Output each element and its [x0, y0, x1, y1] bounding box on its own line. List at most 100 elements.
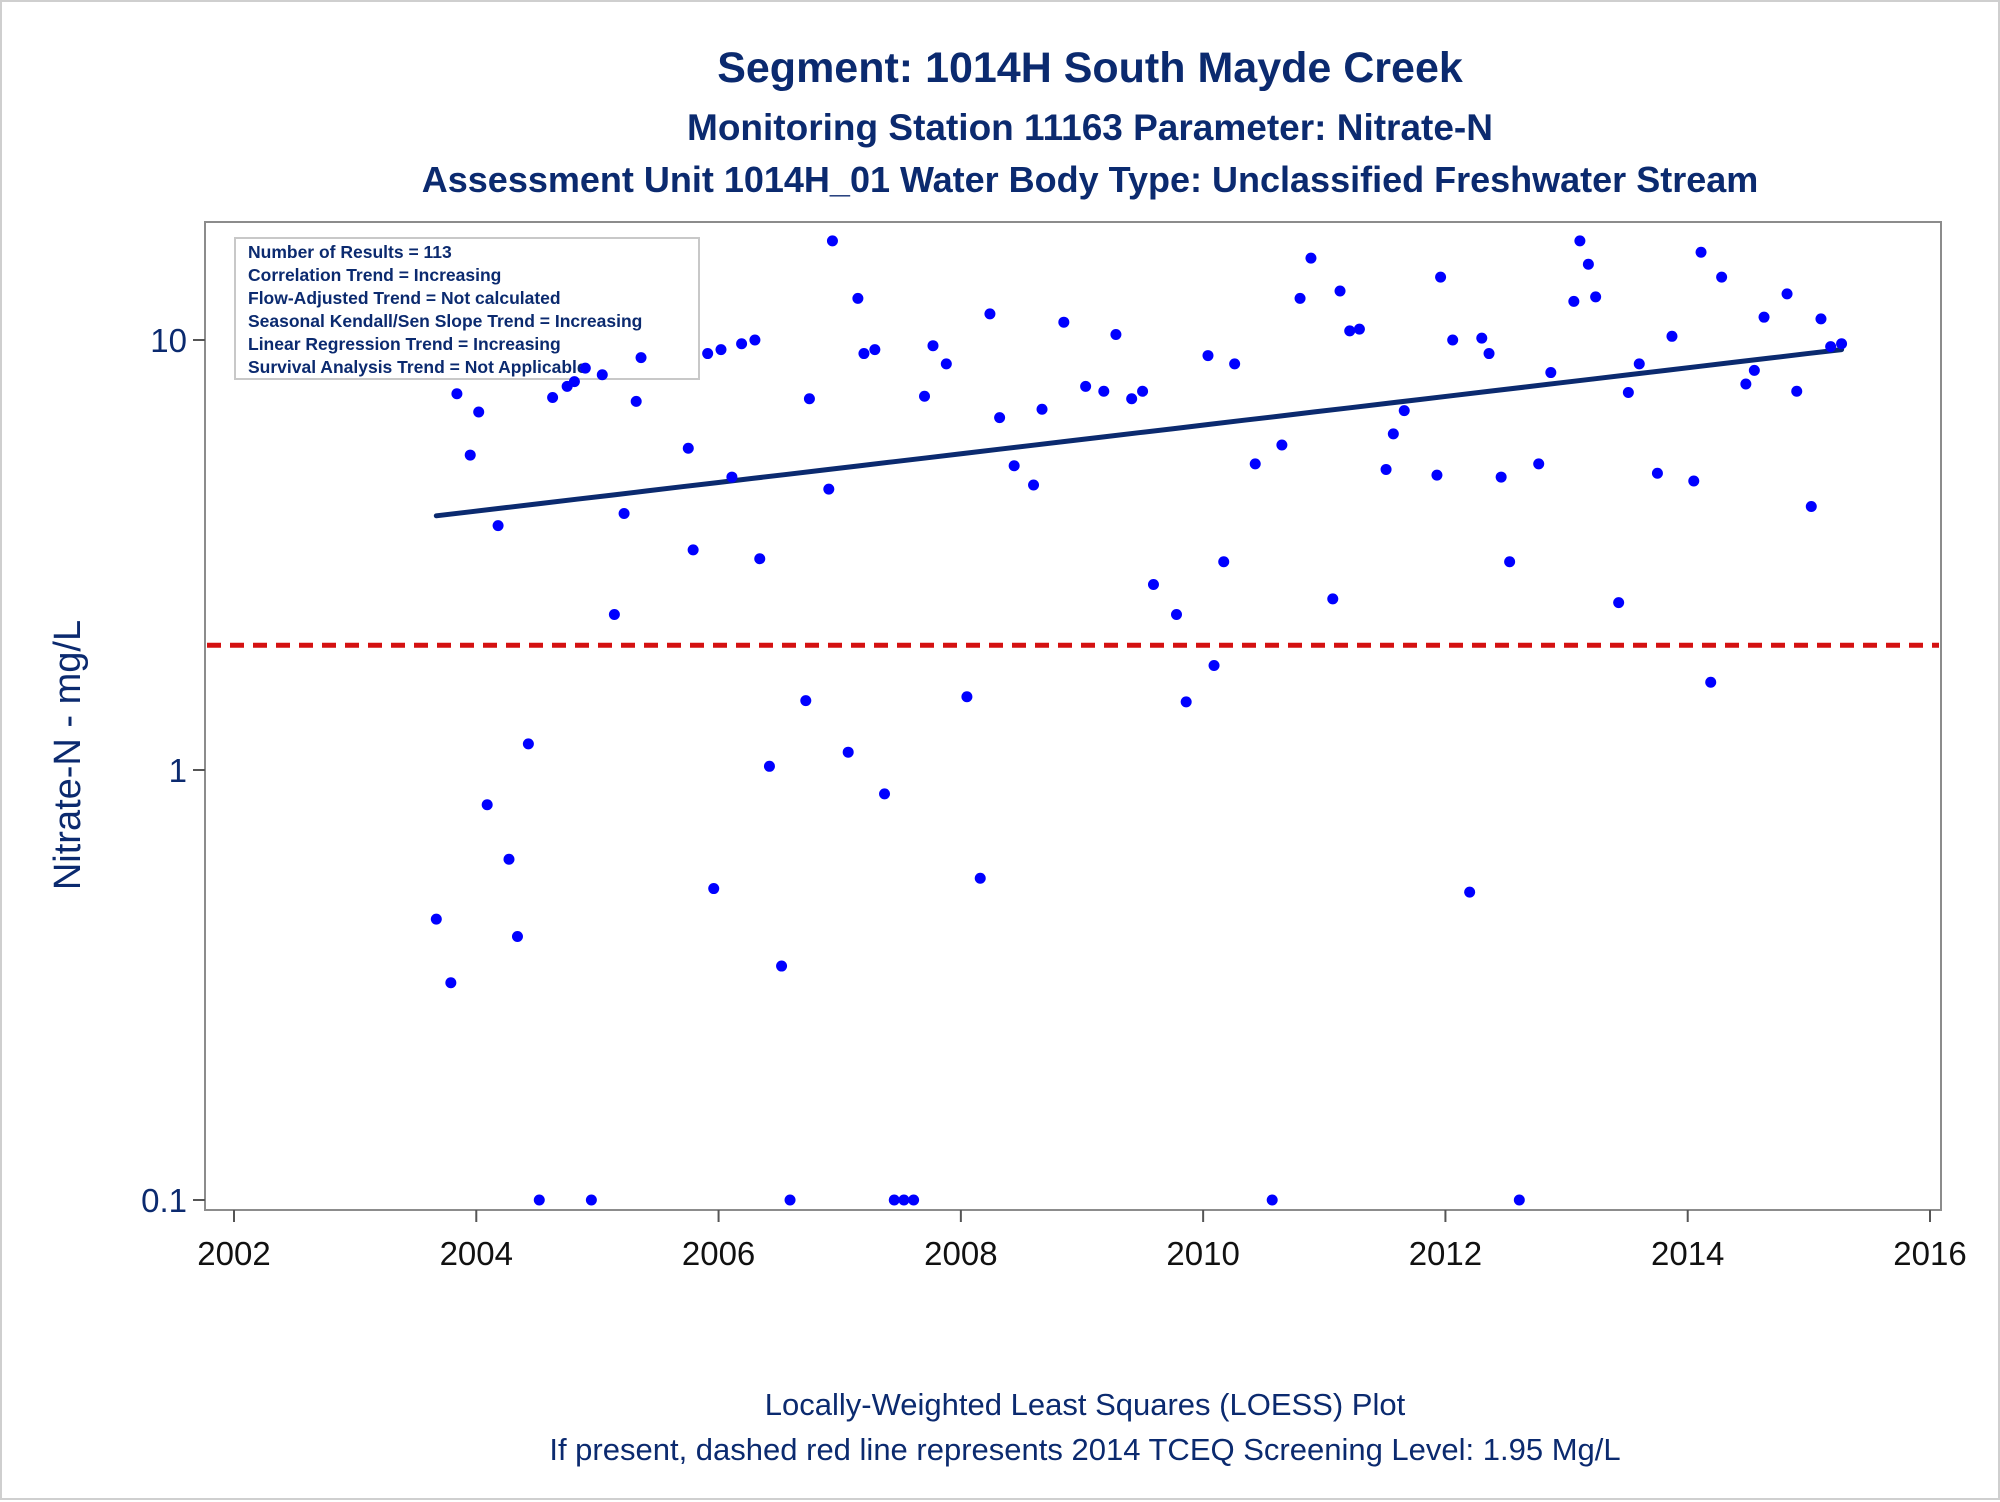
data-point [1464, 886, 1476, 898]
data-point [1705, 676, 1717, 688]
data-point [547, 391, 559, 403]
data-point [974, 872, 986, 884]
data-point [596, 369, 608, 381]
data-point [1545, 367, 1557, 379]
data-point [961, 691, 973, 703]
data-point [1533, 458, 1545, 470]
data-point [1651, 467, 1663, 479]
data-point [1202, 350, 1214, 362]
data-point [708, 883, 720, 895]
data-point [1688, 475, 1700, 487]
y-tick-label: 1 [169, 752, 187, 789]
data-point [803, 393, 815, 405]
data-point [1513, 1194, 1525, 1206]
data-point [826, 235, 838, 247]
data-point [1633, 358, 1645, 370]
data-point [754, 553, 766, 565]
stat-line-1: Number of Results = 113 [248, 242, 452, 262]
data-point [1758, 311, 1770, 323]
data-point [1622, 386, 1634, 398]
data-point [1815, 313, 1827, 325]
data-point [1028, 479, 1040, 491]
data-point [879, 788, 891, 800]
chart-marks: 2002 2004 2006 2008 2010 2012 2014 2016 0.1 1 10 [141, 235, 1967, 1272]
data-point [927, 340, 939, 352]
data-point [1353, 323, 1365, 335]
x-tick-label: 2002 [197, 1235, 270, 1272]
data-point [1398, 405, 1410, 417]
chart-title: Segment: 1014H South Mayde Creek [717, 44, 1463, 92]
data-point [994, 412, 1006, 424]
data-point [533, 1194, 545, 1206]
data-point [1504, 556, 1516, 568]
data-point [702, 348, 714, 360]
footnote-screening: If present, dashed red line represents 2… [549, 1432, 1620, 1467]
data-point [1574, 235, 1586, 247]
data-point [1036, 403, 1048, 415]
data-point [1590, 291, 1602, 303]
data-point [1836, 338, 1848, 350]
y-axis-label: Nitrate-N - mg/L [47, 620, 89, 890]
data-point [1740, 378, 1752, 390]
data-point [919, 390, 931, 402]
data-point [481, 799, 493, 811]
data-point [1276, 439, 1288, 451]
data-point [784, 1194, 796, 1206]
data-point [430, 913, 442, 925]
data-point [1695, 246, 1707, 258]
data-point [1249, 458, 1261, 470]
data-point [1126, 393, 1138, 405]
x-tick-label: 2008 [924, 1235, 997, 1272]
data-point [511, 931, 523, 943]
data-point [1334, 285, 1346, 297]
data-point [823, 483, 835, 495]
x-tick-label: 2010 [1166, 1235, 1239, 1272]
data-point [630, 395, 642, 407]
data-point [1380, 463, 1392, 475]
data-point [1098, 385, 1110, 397]
data-point [908, 1194, 920, 1206]
y-tick-label: 0.1 [141, 1182, 187, 1219]
data-point [749, 334, 761, 346]
data-point [1137, 385, 1149, 397]
data-point [1170, 608, 1182, 620]
data-point [1058, 316, 1070, 328]
data-point [1483, 348, 1495, 360]
data-point [608, 608, 620, 620]
data-point [1568, 295, 1580, 307]
data-point [776, 960, 788, 972]
data-point [800, 695, 812, 707]
data-point [888, 1194, 900, 1206]
data-point [1435, 271, 1447, 283]
data-point [492, 520, 504, 532]
data-point [687, 544, 699, 556]
x-tick-label: 2004 [440, 1235, 513, 1272]
stat-line-6: Survival Analysis Trend = Not Applicable [248, 357, 587, 377]
stat-line-5: Linear Regression Trend = Increasing [248, 334, 561, 354]
x-tick-label: 2012 [1409, 1235, 1482, 1272]
data-point [1208, 659, 1220, 671]
data-point [1229, 358, 1241, 370]
stat-line-2: Correlation Trend = Increasing [248, 265, 501, 285]
stats-legend-box: Number of Results = 113 Correlation Tren… [234, 237, 700, 380]
data-point [1387, 428, 1399, 440]
chart-subtitle-2: Assessment Unit 1014H_01 Water Body Type… [422, 159, 1759, 200]
data-point [451, 388, 463, 400]
stat-line-3: Flow-Adjusted Trend = Not calculated [248, 288, 561, 308]
data-point [1781, 288, 1793, 300]
data-point [1431, 469, 1443, 481]
data-point [1344, 325, 1356, 337]
stats-box-border [234, 237, 700, 380]
data-point [1080, 380, 1092, 392]
data-point [852, 292, 864, 304]
data-point [1266, 1194, 1278, 1206]
data-point [984, 308, 996, 320]
data-point [635, 352, 647, 364]
x-tick-label: 2014 [1651, 1235, 1724, 1272]
data-point [1495, 471, 1507, 483]
data-point [1294, 292, 1306, 304]
data-point [1805, 501, 1817, 513]
chart-subtitle: Monitoring Station 11163 Parameter: Nitr… [687, 107, 1493, 148]
